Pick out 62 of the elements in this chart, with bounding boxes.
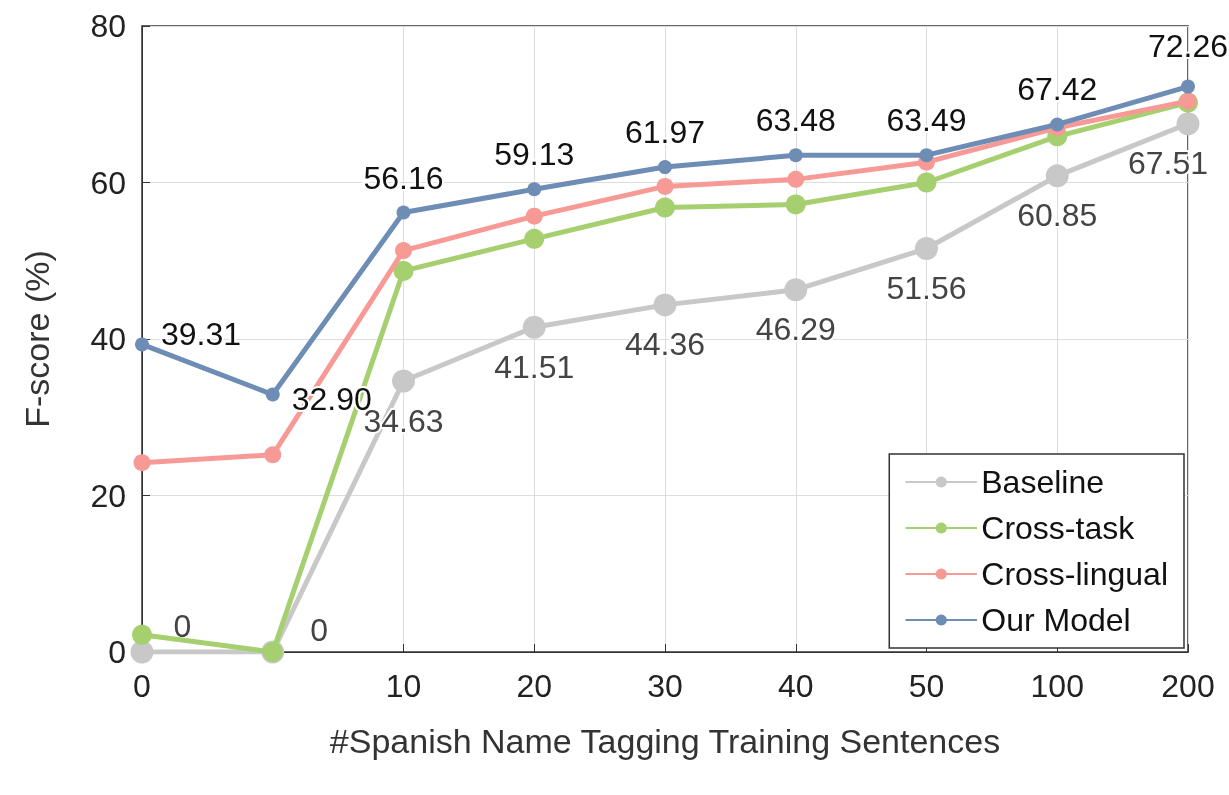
y-tick-label: 0: [108, 634, 126, 670]
data-label: 60.85: [1017, 197, 1098, 234]
point: [787, 170, 805, 188]
data-label: 41.51: [494, 348, 575, 385]
data-label: 44.36: [624, 326, 706, 363]
point: [527, 182, 542, 197]
y-axis-title: F-score (%): [18, 250, 56, 428]
point: [653, 293, 677, 317]
point: [1050, 117, 1065, 132]
x-tick-label: 200: [1161, 668, 1215, 704]
point: [915, 237, 938, 261]
point: [916, 172, 937, 193]
point: [135, 337, 149, 352]
point: [1181, 79, 1195, 94]
y-tick-label: 20: [90, 477, 126, 514]
x-axis-title: #Spanish Name Tagging Training Sentences: [329, 722, 1001, 760]
x-tick-label: 30: [647, 668, 683, 704]
data-label: 63.48: [755, 102, 836, 139]
point: [919, 148, 934, 163]
data-label: 0: [173, 608, 192, 644]
data-label: 51.56: [886, 270, 967, 307]
point: [133, 454, 151, 472]
legend-label: Cross-lingual: [981, 556, 1168, 592]
x-tick-label: 100: [1030, 668, 1084, 704]
point: [655, 197, 675, 218]
point: [788, 148, 803, 163]
data-label: 63.49: [886, 102, 967, 139]
x-tick-label: 20: [516, 668, 553, 704]
x-tick-label: 10: [385, 668, 422, 704]
data-label: 67.42: [1017, 71, 1098, 108]
point: [130, 640, 154, 664]
point: [264, 446, 282, 464]
point: [392, 369, 415, 393]
legend-label: Cross-task: [981, 510, 1136, 546]
point: [265, 387, 280, 402]
point: [393, 260, 414, 281]
y-tick-label: 80: [90, 8, 126, 44]
data-label: 39.31: [161, 316, 242, 353]
point: [1045, 164, 1069, 188]
data-label: 46.29: [755, 311, 836, 348]
y-tick-label: 40: [90, 321, 126, 357]
x-tick-label: 40: [777, 668, 814, 704]
point: [395, 242, 412, 260]
legend-label: Baseline: [981, 464, 1105, 500]
point: [525, 207, 543, 225]
legend-label: Our Model: [981, 602, 1131, 638]
data-label: 61.97: [624, 114, 706, 151]
point: [656, 177, 674, 195]
data-label: 59.13: [494, 136, 575, 173]
point: [785, 194, 806, 215]
point: [396, 205, 411, 220]
point: [1176, 112, 1200, 136]
point: [522, 315, 546, 339]
data-label: 56.16: [363, 159, 444, 196]
point: [524, 228, 545, 249]
data-label: 0: [310, 612, 329, 648]
point: [132, 624, 152, 645]
x-tick-label: 0: [133, 668, 151, 704]
point: [784, 278, 808, 302]
x-tick-label: 50: [908, 668, 945, 704]
point: [658, 160, 672, 175]
y-tick-label: 60: [90, 164, 126, 201]
